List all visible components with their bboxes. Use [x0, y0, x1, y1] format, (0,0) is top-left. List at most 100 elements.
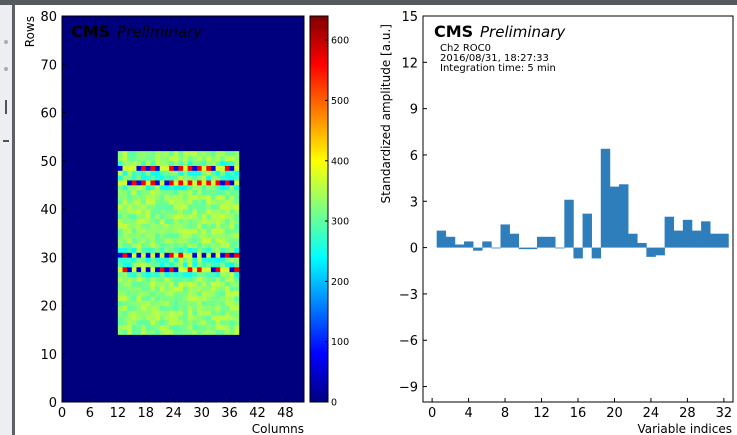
heatmap-cell	[201, 194, 207, 200]
heatmap-cell	[234, 194, 240, 200]
heatmap-cell	[215, 189, 221, 195]
colorbar-ticks: 0 100 200 300 400 500 600	[325, 36, 349, 409]
heatmap-cell	[206, 165, 212, 171]
heatmap-cell	[122, 213, 128, 220]
heatmap-cell	[136, 170, 142, 176]
heatmap-cell	[196, 262, 203, 268]
bar-info-line-1: Ch2 ROC0	[440, 43, 491, 54]
heatmap-cell	[150, 213, 156, 220]
heatmap-cell	[229, 160, 235, 166]
heatmap-cell	[215, 165, 221, 171]
heatmap-cell	[127, 175, 133, 181]
heatmap-cell	[224, 310, 230, 316]
heatmap-cell	[201, 329, 207, 335]
heatmap-cell	[220, 257, 226, 263]
heatmap-cell	[192, 315, 198, 321]
heatmap-cell	[150, 165, 156, 171]
colorbar-tick-label: 300	[331, 217, 349, 228]
heatmap-cell	[224, 209, 230, 215]
heatmap-cell	[159, 242, 165, 248]
heatmap-cell	[155, 160, 161, 166]
heatmap-cell	[224, 266, 230, 273]
heatmap-cell	[145, 271, 151, 277]
heatmap-cell	[229, 233, 235, 239]
heatmap-cell	[150, 242, 156, 248]
heatmap-cell	[150, 286, 156, 292]
heatmap-cell	[192, 160, 198, 166]
colorbar-tick-label: 100	[331, 337, 349, 348]
heatmap-cell	[201, 223, 207, 229]
heatmap-cell	[220, 242, 226, 248]
heatmap-cell	[136, 180, 142, 186]
heatmap-cell	[178, 189, 184, 195]
heatmap-cell	[220, 319, 226, 326]
heatmap-cell	[224, 252, 230, 258]
sidebar-dot-icon	[4, 40, 8, 44]
heatmap-cell	[169, 204, 175, 210]
heatmap-cell	[127, 305, 133, 311]
heatmap-cell	[145, 165, 151, 171]
heatmap-cell	[229, 329, 235, 335]
heatmap-cell	[155, 184, 161, 191]
heatmap-cell	[145, 257, 151, 263]
heatmap-cell	[210, 218, 216, 224]
heatmap-x-tick-label: 42	[249, 406, 266, 421]
heatmap-cell	[178, 319, 184, 326]
heatmap-cell	[164, 151, 170, 157]
heatmap-cell	[224, 160, 230, 166]
heatmap-cell	[183, 266, 189, 273]
heatmap-cell	[215, 237, 221, 244]
heatmap-cell	[155, 291, 161, 297]
heatmap-cell	[141, 223, 147, 229]
heatmap-x-tick-label: 24	[165, 406, 182, 421]
heatmap-cell	[206, 184, 212, 191]
heatmap-x-tick-label: 12	[110, 406, 127, 421]
heatmap-cell	[234, 242, 240, 248]
heatmap-cell	[215, 324, 221, 331]
heatmap-cell	[178, 315, 184, 321]
heatmap-cell	[215, 257, 221, 263]
heatmap-cell	[183, 242, 189, 248]
heatmap-cell	[173, 199, 179, 205]
heatmap-cell	[122, 286, 128, 292]
heatmap-cell	[141, 257, 147, 263]
heatmap-cell	[127, 218, 133, 224]
heatmap-cell	[136, 213, 142, 220]
heatmap-cell	[178, 252, 184, 258]
heatmap-cell	[127, 242, 133, 248]
heatmap-cell	[169, 189, 175, 195]
heatmap-cell	[196, 189, 203, 195]
heatmap-cell	[131, 204, 137, 210]
heatmap-y-ticks: 0 10 20 30 40 50 60 70 80	[40, 10, 66, 411]
heatmap-cell	[141, 266, 147, 273]
sidebar-line-icon	[5, 100, 7, 114]
heatmap-cell	[187, 237, 193, 244]
heatmap-cell	[141, 247, 147, 253]
heatmap-cell	[164, 213, 170, 220]
heatmap-cell	[122, 276, 128, 282]
heatmap-cell	[234, 286, 240, 292]
heatmap-cell	[173, 160, 179, 166]
heatmap-cell	[196, 223, 203, 229]
heatmap-cell	[192, 209, 198, 215]
heatmap-cell	[201, 247, 207, 253]
heatmap-cell	[164, 324, 170, 331]
heatmap-cell	[127, 160, 133, 166]
heatmap-cell	[122, 175, 128, 181]
heatmap-x-axis-label: Columns	[252, 422, 304, 435]
heatmap-cell	[122, 262, 128, 268]
heatmap-cell	[178, 199, 184, 205]
heatmap-cell	[173, 151, 179, 157]
heatmap-cell	[159, 223, 165, 229]
heatmap-cell	[159, 204, 165, 210]
heatmap-cell	[136, 242, 142, 248]
heatmap-cell	[229, 295, 235, 302]
heatmap-cell	[201, 257, 207, 263]
heatmap-cell	[136, 204, 142, 210]
heatmap-cell	[196, 237, 203, 244]
heatmap-cell	[206, 209, 212, 215]
heatmap-cell	[164, 209, 170, 215]
heatmap-cell	[178, 233, 184, 239]
bar-x-tick-label: 24	[643, 406, 660, 421]
